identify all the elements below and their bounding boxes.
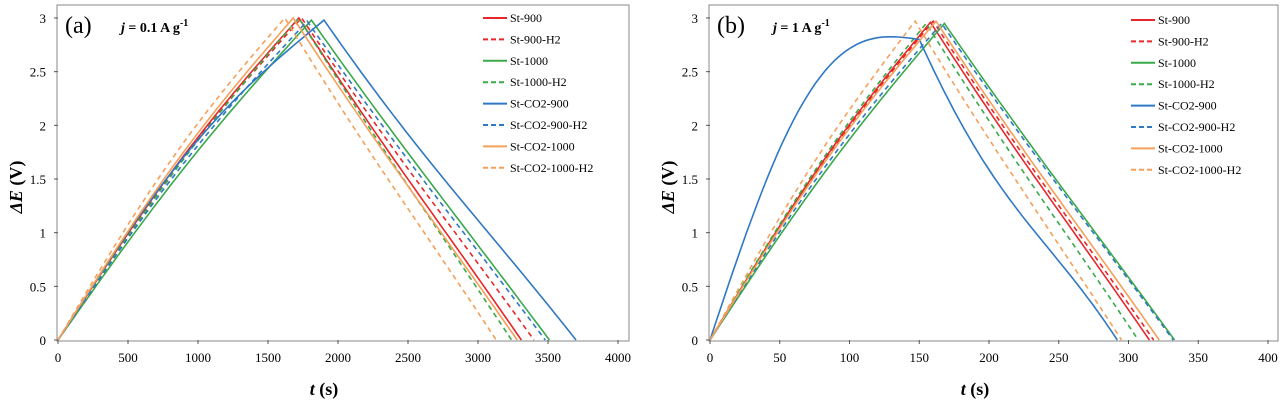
- x-tick-label: 300: [1119, 350, 1139, 365]
- x-tick-label: 350: [1189, 350, 1209, 365]
- x-tick-label: 2000: [325, 350, 351, 365]
- y-tick-label: 2.5: [30, 65, 46, 80]
- x-tick-label: 0: [707, 350, 714, 365]
- legend-label: St-1000-H2: [510, 75, 567, 89]
- y-axis-label: ΔE (V): [6, 161, 27, 215]
- y-tick-label: 1.5: [30, 172, 46, 187]
- x-tick-label: 400: [1258, 350, 1278, 365]
- y-tick-label: 1: [692, 226, 699, 241]
- legend-label: St-CO2-900: [510, 97, 569, 111]
- x-tick-label: 1000: [185, 350, 211, 365]
- panel-label: (b): [717, 13, 745, 39]
- series-line-st-900-h2: [57, 16, 535, 341]
- legend-label: St-CO2-1000-H2: [1158, 163, 1241, 177]
- series-line-st-co2-900-h2: [57, 19, 546, 341]
- x-tick-label: 3500: [535, 350, 561, 365]
- series-line-st-co2-1000: [57, 16, 518, 341]
- y-axis-label: ΔE (V): [658, 161, 679, 215]
- y-tick-label: 2.5: [682, 65, 698, 80]
- y-tick-label: 0: [40, 333, 47, 348]
- legend-label: St-CO2-1000-H2: [510, 161, 593, 175]
- x-tick-label: 1500: [255, 350, 281, 365]
- y-tick-label: 1.5: [682, 172, 698, 187]
- legend-label: St-900: [510, 11, 542, 25]
- x-tick-label: 250: [1049, 350, 1069, 365]
- y-tick-label: 2: [40, 118, 47, 133]
- legend-label: St-CO2-900: [1158, 99, 1217, 113]
- y-tick-label: 3: [692, 11, 699, 26]
- legend-label: St-CO2-1000: [510, 139, 575, 153]
- legend-label: St-900-H2: [1158, 34, 1209, 48]
- chart-panel-b: 0 50 100 150 200 250 300 350 400 0 0.5 1 1.5 2 2.5 3 t (…: [658, 4, 1279, 400]
- series-line-st-1000: [57, 18, 551, 341]
- x-tick-label: 2500: [395, 350, 421, 365]
- plot-frame: [708, 4, 1279, 342]
- x-tick-label: 500: [118, 350, 138, 365]
- legend-label: St-CO2-900-H2: [1158, 120, 1235, 134]
- y-tick-label: 0: [692, 333, 699, 348]
- x-tick-label: 100: [840, 350, 860, 365]
- series-line-st-co2-900: [57, 18, 577, 341]
- legend-label: St-CO2-900-H2: [510, 118, 587, 132]
- legend-label: St-1000: [510, 54, 548, 68]
- x-tick-label: 50: [773, 350, 786, 365]
- y-tick-label: 3: [40, 11, 47, 26]
- y-tick-label: 0.5: [30, 279, 46, 294]
- legend: St-900 St-900-H2 St-1000 St-1000-H2 St-CO2-9…: [483, 11, 593, 175]
- chart-panel-a: 0 500 1000 1500 2000 2500 3000 3500 4000 0 0.5 1 1.5…: [6, 4, 631, 400]
- x-tick-label: 0: [55, 350, 62, 365]
- x-tick-label: 150: [910, 350, 930, 365]
- series-line-st-900: [709, 20, 1151, 341]
- series-lines: [57, 16, 577, 341]
- x-tick-label: 3000: [465, 350, 491, 365]
- series-lines: [709, 19, 1176, 341]
- x-tick-label: 4000: [605, 350, 631, 365]
- series-line-st-co2-900: [709, 36, 1118, 341]
- series-line-st-co2-1000-h2: [57, 16, 497, 341]
- y-tick-label: 2: [692, 118, 699, 133]
- y-tick-label: 0.5: [682, 279, 698, 294]
- legend-label: St-900: [1158, 13, 1190, 27]
- x-tick-label: 200: [979, 350, 999, 365]
- current-density-annotation: j = 0.1 A g-1: [119, 18, 188, 36]
- series-line-st-co2-1000: [709, 19, 1160, 341]
- legend-label: St-900-H2: [510, 32, 561, 46]
- panel-label: (a): [65, 13, 92, 39]
- legend-label: St-1000-H2: [1158, 77, 1215, 91]
- legend: St-900 St-900-H2 St-1000 St-1000-H2 St-CO2-9…: [1131, 13, 1241, 177]
- series-line-st-1000: [709, 22, 1176, 341]
- series-line-st-co2-1000-h2: [709, 19, 1123, 341]
- series-line-st-900: [57, 16, 523, 341]
- legend-label: St-CO2-1000: [1158, 141, 1223, 155]
- series-line-st-1000-h2: [709, 22, 1139, 341]
- x-axis-label: t (s): [310, 379, 339, 400]
- y-tick-label: 1: [40, 226, 47, 241]
- series-line-st-co2-900-h2: [709, 22, 1174, 341]
- legend-label: St-1000: [1158, 56, 1196, 70]
- series-line-st-1000-h2: [57, 16, 513, 341]
- plot-frame: [56, 4, 630, 342]
- series-line-st-900-h2: [709, 19, 1155, 341]
- current-density-annotation: j = 1 A g-1: [771, 18, 830, 36]
- x-axis-label: t (s): [961, 379, 990, 400]
